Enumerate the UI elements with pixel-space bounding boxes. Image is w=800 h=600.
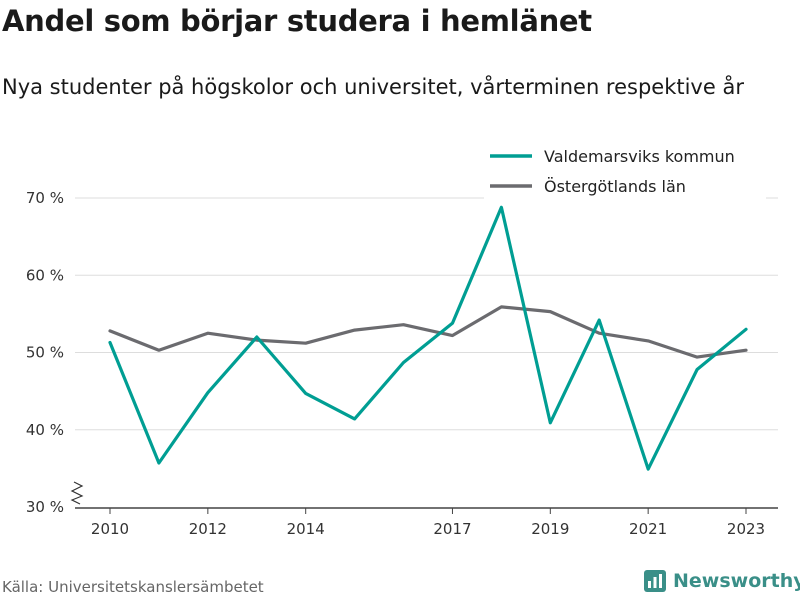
x-tick-label: 2017 — [433, 520, 471, 538]
x-tick-label: 2019 — [531, 520, 569, 538]
series-lines — [108, 205, 748, 471]
legend: Valdemarsviks kommun Östergötlands län — [484, 140, 766, 202]
y-tick-label: 30 % — [26, 498, 64, 516]
y-tick-label: 60 % — [26, 266, 64, 284]
series-line-0 — [108, 205, 748, 471]
x-tick-label: 2021 — [629, 520, 667, 538]
y-tick-label: 50 % — [26, 344, 64, 362]
source-note: Källa: Universitetskanslersämbetet — [2, 578, 264, 596]
series-line-1 — [108, 305, 748, 359]
chart-title: Andel som börjar studera i hemlänet — [2, 4, 592, 38]
y-tick-label: 40 % — [26, 421, 64, 439]
x-tick-label: 2023 — [727, 520, 765, 538]
legend-label: Valdemarsviks kommun — [544, 147, 735, 166]
legend-background — [484, 140, 766, 202]
axes: 70 % 60 % 50 % 40 % 30 % 2010 2012 2014 2017 2019… — [26, 189, 778, 538]
brand-logo: Newsworthy — [644, 570, 800, 592]
gridlines — [75, 197, 778, 431]
x-tick-label: 2014 — [287, 520, 325, 538]
x-tick-label: 2010 — [91, 520, 129, 538]
axis-break-icon — [70, 481, 84, 505]
brand-name: Newsworthy — [673, 570, 800, 592]
bar-chart-logo-icon — [644, 570, 666, 592]
y-tick-label: 70 % — [26, 189, 64, 207]
legend-label: Östergötlands län — [544, 177, 686, 196]
chart-subtitle: Nya studenter på högskolor och universit… — [2, 75, 744, 99]
x-tick-label: 2012 — [189, 520, 227, 538]
